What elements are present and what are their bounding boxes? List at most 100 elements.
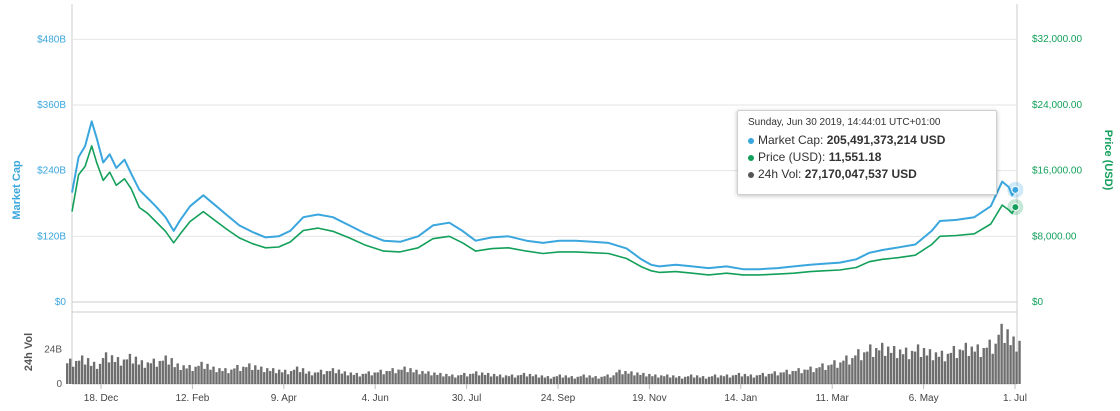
volume-bar xyxy=(758,374,762,384)
volume-bar xyxy=(418,374,421,384)
tooltip-market-cap-value: 205,491,373,214 USD xyxy=(826,133,946,147)
volume-bar xyxy=(1000,323,1003,384)
volume-bar xyxy=(636,372,639,384)
volume-bar xyxy=(955,358,959,384)
volume-bar xyxy=(818,367,821,384)
volume-bar xyxy=(495,376,499,384)
volume-bar xyxy=(454,377,457,384)
price-tick-label: $0 xyxy=(1032,297,1044,308)
volume-bar xyxy=(137,364,141,384)
volume-bar xyxy=(728,377,732,384)
hover-markers xyxy=(1007,181,1024,216)
volume-bar xyxy=(463,372,466,384)
volume-bar xyxy=(397,369,400,384)
volume-bar xyxy=(785,369,788,384)
volume-bar xyxy=(863,352,866,384)
volume-bar xyxy=(173,367,176,384)
volume-bar xyxy=(672,375,675,384)
volume-bar xyxy=(427,371,430,384)
volume-bar xyxy=(892,345,896,384)
volume-bar xyxy=(522,372,526,384)
market-cap-axis: $0 $120B $240B $360B $480B xyxy=(37,34,66,308)
volume-bar xyxy=(958,349,962,384)
volume-bar xyxy=(442,376,445,384)
volume-bar xyxy=(886,346,890,384)
volume-bar xyxy=(991,353,994,384)
volume-bar xyxy=(540,375,544,384)
volume-bar xyxy=(606,374,609,384)
volume-bar xyxy=(242,366,245,384)
volume-bar xyxy=(95,368,99,384)
volume-bar xyxy=(648,373,651,384)
volume-axis-title: 24h Vol xyxy=(23,333,35,371)
volume-bar xyxy=(421,371,424,384)
market-cap-hover-point xyxy=(1011,185,1020,194)
volume-bar xyxy=(519,374,523,384)
date-axis: 18. Dec 12. Feb 9. Apr 4. Jun 30. Jul 24. Sep… xyxy=(84,384,1027,404)
volume-bar xyxy=(409,368,412,384)
volume-bar xyxy=(203,368,206,384)
volume-bar xyxy=(158,360,161,384)
volume-bar xyxy=(69,358,72,384)
volume-bar xyxy=(236,364,239,384)
x-tick-label: 24. Sep xyxy=(541,393,576,404)
x-tick-label: 19. Nov xyxy=(632,393,666,404)
x-tick-label: 11. Mar xyxy=(816,393,850,404)
volume-bar xyxy=(72,366,75,384)
volume-bar xyxy=(794,371,797,384)
volume-bar xyxy=(489,376,493,384)
volume-bar xyxy=(675,377,678,384)
volume-bar xyxy=(934,352,938,384)
volume-bar xyxy=(800,373,803,384)
volume-bar xyxy=(725,374,729,384)
market-cap-dot-icon xyxy=(748,137,754,144)
volume-bar xyxy=(486,372,490,384)
volume-bar xyxy=(922,348,926,384)
volume-bar xyxy=(898,349,902,384)
market-cap-tick-label: $0 xyxy=(55,297,67,308)
volume-bar xyxy=(433,372,436,384)
volume-bar xyxy=(719,375,723,384)
volume-bar xyxy=(669,377,672,384)
volume-bar xyxy=(466,376,469,384)
volume-bar xyxy=(1012,336,1015,384)
volume-bar xyxy=(364,373,367,384)
volume-bar xyxy=(373,372,376,384)
volume-bar xyxy=(731,375,735,384)
volume-bar xyxy=(567,377,570,384)
volume-bar xyxy=(737,372,741,384)
price-dot-icon xyxy=(748,154,754,161)
volume-bar xyxy=(866,351,869,384)
volume-bar xyxy=(513,377,517,384)
volume-bar xyxy=(949,352,953,384)
volume-bar xyxy=(101,358,105,384)
volume-bar xyxy=(86,358,90,384)
volume-bar xyxy=(839,362,842,384)
volume-bar xyxy=(663,376,666,384)
volume-bar xyxy=(176,363,179,384)
volume-bar xyxy=(761,372,764,384)
volume-bar xyxy=(257,369,260,384)
volume-bar xyxy=(313,372,317,384)
volume-bar xyxy=(698,377,702,384)
volume-bar xyxy=(194,366,197,384)
volume-bar xyxy=(349,372,353,384)
volume-bar xyxy=(77,360,81,384)
volume-bar xyxy=(916,344,920,384)
volume-bar xyxy=(546,376,550,384)
volume-bar xyxy=(797,368,800,384)
market-cap-tick-label: $480B xyxy=(37,34,66,45)
tooltip-row-volume: 24h Vol: 27,170,047,537 USD xyxy=(748,166,986,183)
volume-bars xyxy=(66,323,1021,384)
volume-bar xyxy=(304,373,308,384)
volume-bar xyxy=(280,372,284,384)
market-cap-tick-label: $360B xyxy=(37,100,66,111)
volume-bar xyxy=(1015,351,1018,384)
volume-bar xyxy=(555,376,559,384)
volume-bar xyxy=(301,368,305,384)
volume-bar xyxy=(833,360,836,384)
volume-bar xyxy=(928,349,932,384)
volume-bar xyxy=(406,372,409,384)
volume-bar xyxy=(206,363,209,384)
